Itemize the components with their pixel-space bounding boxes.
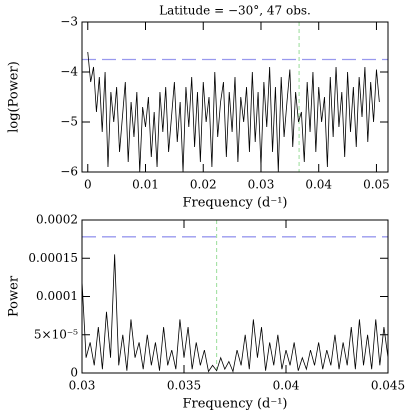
chart-title: Latitude = −30°, 47 obs. [159, 4, 311, 18]
y-tick-label: −4 [60, 65, 78, 79]
x-tick-label: 0.05 [363, 178, 390, 192]
x-tick-label: 0.02 [190, 178, 217, 192]
y-tick-label: −3 [60, 15, 78, 29]
x-tick-label: 0.035 [167, 379, 201, 393]
x-tick-label: 0.03 [248, 178, 275, 192]
x-tick-label: 0 [84, 178, 92, 192]
y-axis-label: log(Power) [7, 61, 22, 133]
series-line [82, 254, 388, 373]
y-tick-label: −6 [60, 165, 78, 179]
y-tick-label: 0.0001 [36, 289, 78, 303]
x-tick-label: 0.01 [132, 178, 159, 192]
x-axis-label: Frequency (d⁻¹) [183, 196, 288, 211]
x-tick-label: 0.04 [273, 379, 300, 393]
y-tick-label: −5 [60, 115, 78, 129]
plot-area [82, 22, 388, 172]
y-tick-label: 0.0002 [36, 213, 78, 227]
y-axis-label: Power [7, 275, 22, 317]
x-tick-label: 0.04 [305, 178, 332, 192]
x-axis-label: Frequency (d⁻¹) [183, 397, 288, 412]
plot-frame [81, 21, 389, 173]
series-line [87, 51, 380, 172]
plot-area [82, 220, 388, 373]
x-tick-label: 0.045 [371, 379, 405, 393]
y-tick-label: 5×10⁻⁵ [34, 327, 78, 341]
x-tick-label: 0.03 [69, 379, 96, 393]
y-tick-label: 0 [70, 366, 78, 380]
y-tick-label: 0.00015 [28, 251, 78, 265]
